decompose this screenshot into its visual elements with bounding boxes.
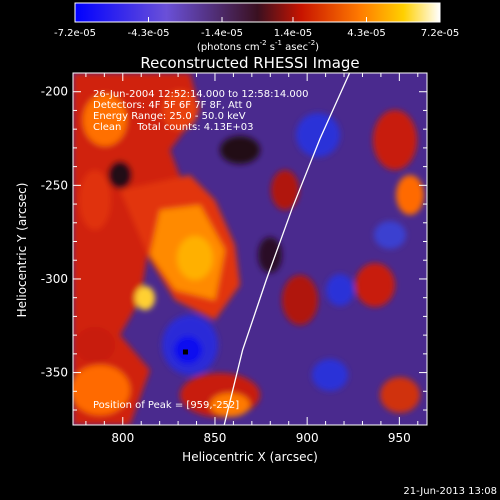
dark-trough-2 [258,237,282,273]
y-axis-label: Heliocentric Y (arcsec) [15,183,29,318]
colorbar-tick-label: 4.3e-05 [347,28,385,39]
depression-lower-left-core [174,336,202,364]
colorbar-tick-label: -7.2e-05 [54,28,96,39]
x-tick-label: 950 [388,431,411,445]
plot-frame [72,72,428,426]
depression-mid-right [326,274,354,306]
x-axis-label: Heliocentric X (arcsec) [182,450,318,464]
colorbar-tick-label: -1.4e-05 [201,28,243,39]
y-axis-ticks: -200 -250 -300 -350 [41,72,427,411]
annotation-block: 26-Jun-2004 12:52:14.000 to 12:58:14.000… [93,89,309,133]
solar-limb-curve [223,73,351,425]
depression-right-edge [374,221,406,249]
emission-bright-core [135,286,155,310]
emission-bright-yellow [177,236,213,280]
emission-right-upper-bright [396,175,424,215]
chart-title: Reconstructed RHESSI Image [140,54,359,72]
x-axis-ticks: 800 850 900 950 [85,73,419,445]
y-tick-label: -250 [41,178,68,192]
dark-trough-3 [108,161,132,189]
colorbar-gradient [74,2,441,23]
emission-mid-left [79,170,111,230]
y-tick-label: -200 [41,85,68,99]
colorbar-tick-label: 1.4e-05 [274,28,312,39]
emission-bottom-center-bright [210,393,250,417]
x-tick-label: 850 [204,431,227,445]
peak-position-label: Position of Peak = [959,-252] [93,400,239,411]
colorbar-tick-label: 7.2e-05 [421,28,459,39]
emission-upper-left [83,94,127,146]
colorbar-tick-label: -4.3e-05 [128,28,170,39]
annotation-time-range: 26-Jun-2004 12:52:14.000 to 12:58:14.000 [93,89,309,100]
emission-right-mid [355,263,395,307]
emission-lower-left-2 [75,327,115,363]
colorbar: -7.2e-05 -4.3e-05 -1.4e-05 1.4e-05 4.3e-05 7.… [54,2,459,53]
emission-right-upper [373,110,417,170]
x-tick-label: 900 [296,431,319,445]
depression-upper-right [296,113,340,157]
dark-trough-1 [220,136,260,164]
colorbar-unit-label: (photons cm-2 s-1 asec-2) [197,39,319,53]
emission-right-lower [380,377,420,413]
peak-marker [182,349,188,355]
emission-upper-mid [162,90,198,130]
footer-date: 21-Jun-2013 13:08 [403,486,497,497]
emission-lower-left [73,365,130,415]
annotation-detectors: Detectors: 4F 5F 6F 7F 8F, Att 0 [93,100,252,111]
colorbar-tick-labels: -7.2e-05 -4.3e-05 -1.4e-05 1.4e-05 4.3e-05 7.… [54,28,459,39]
y-tick-label: -300 [41,272,68,286]
y-tick-label: -350 [41,366,68,380]
colorbar-ticks [74,17,441,22]
emission-center-top [271,170,299,210]
emission-center-right [282,275,318,325]
annotation-method-counts: Clean Total counts: 4.13E+03 [93,122,253,133]
x-tick-label: 800 [111,431,134,445]
heatmap-image [73,73,427,425]
depression-lower-right [312,359,348,391]
annotation-energy-range: Energy Range: 25.0 - 50.0 keV [93,111,246,122]
